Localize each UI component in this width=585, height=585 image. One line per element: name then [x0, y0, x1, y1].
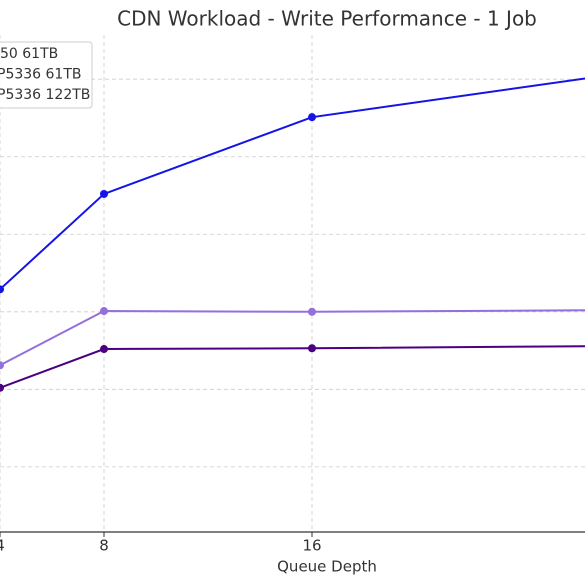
legend-label: P5336 61TB — [0, 67, 82, 83]
point — [100, 345, 108, 354]
point — [100, 307, 108, 316]
point — [308, 307, 316, 316]
point — [100, 189, 108, 198]
legend-label: 50 61TB — [0, 46, 58, 62]
series-line — [0, 77, 585, 291]
point — [308, 344, 316, 353]
point — [0, 285, 4, 294]
legend-label: P5336 122TB — [0, 87, 90, 103]
x-tick-label: 4 — [0, 537, 5, 555]
legend: 50 61TB P5336 61TB P5336 122TB — [0, 41, 93, 109]
grid: 4 8 16 — [0, 35, 585, 555]
point — [0, 383, 4, 392]
x-tick-label: 16 — [302, 537, 321, 555]
series-line — [0, 345, 585, 389]
chart-title: CDN Workload - Write Performance - 1 Job — [117, 7, 537, 31]
legend-box — [0, 41, 93, 109]
x-tick-label: 8 — [99, 537, 109, 555]
x-axis-label: Queue Depth — [277, 558, 377, 576]
series-line — [0, 309, 585, 367]
point — [308, 113, 316, 122]
plot — [0, 77, 585, 392]
point — [0, 361, 4, 370]
